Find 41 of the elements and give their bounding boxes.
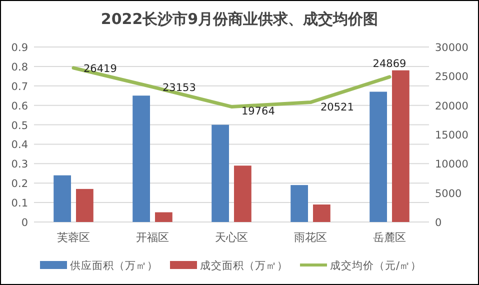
data-label: 24869	[372, 58, 406, 70]
bar	[234, 166, 252, 222]
y-tick-label: 0.4	[11, 139, 28, 152]
y-tick-label: 0.5	[11, 120, 28, 132]
y-tick-label: 0.1	[11, 198, 28, 210]
y-tick-label: 0	[21, 217, 28, 229]
y2-tick-label: 5000	[435, 188, 462, 200]
chart-title: 2022长沙市9月份商业供求、成交均价图	[100, 10, 378, 28]
data-label: 26419	[84, 62, 117, 75]
y2-tick-label: 10000	[435, 158, 468, 171]
bar	[54, 175, 71, 222]
y-tick-label: 0.7	[11, 80, 28, 93]
y-tick-label: 0.9	[11, 42, 28, 54]
y2-tick-label: 15000	[435, 130, 468, 142]
y-tick-label: 0.8	[11, 61, 28, 74]
y-tick-label: 0.2	[11, 178, 28, 190]
bar	[76, 188, 94, 222]
x-tick-label: 天心区	[215, 231, 248, 244]
y-tick-label: 0.3	[11, 158, 28, 171]
y2-tick-label: 30000	[435, 42, 468, 54]
x-tick-label: 岳麓区	[373, 231, 406, 244]
data-label: 19764	[242, 106, 276, 118]
data-label: 23153	[162, 82, 196, 94]
bar	[212, 124, 229, 222]
legend-label: 成交面积（万㎡）	[200, 259, 288, 272]
y2-tick-label: 0	[435, 217, 442, 229]
legend-label: 供应面积（万㎡）	[70, 259, 158, 272]
x-tick-label: 雨花区	[294, 231, 327, 244]
legend-label: 成交均价（元/㎡）	[330, 259, 422, 272]
data-label: 20521	[320, 101, 354, 114]
bar	[313, 204, 330, 222]
bar	[370, 92, 387, 222]
bar	[290, 185, 308, 222]
y2-tick-label: 20000	[435, 100, 468, 112]
bar	[392, 70, 410, 222]
y-tick-label: 0.6	[11, 100, 28, 112]
bar	[155, 212, 172, 222]
bar	[132, 96, 150, 222]
x-tick-label: 芙蓉区	[57, 231, 90, 244]
x-tick-label: 开福区	[136, 231, 169, 244]
y2-tick-label: 25000	[435, 71, 468, 84]
